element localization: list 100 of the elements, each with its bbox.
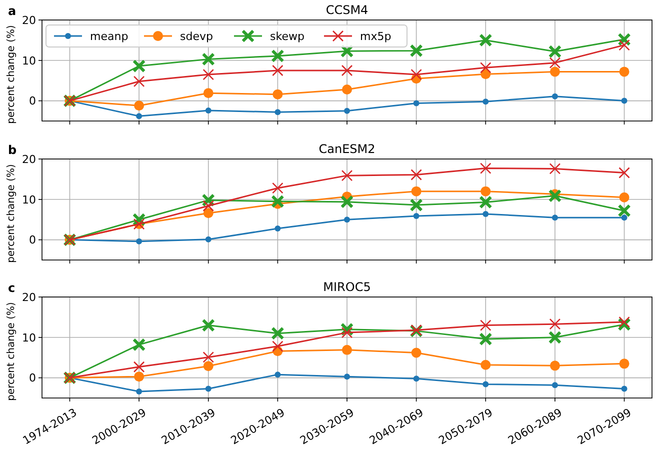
y-tick-label: 10 bbox=[22, 193, 36, 206]
point bbox=[619, 192, 630, 202]
point bbox=[618, 39, 630, 51]
point bbox=[411, 348, 422, 358]
point bbox=[480, 186, 491, 196]
point bbox=[271, 194, 284, 208]
point bbox=[410, 68, 422, 80]
point bbox=[410, 169, 422, 180]
point bbox=[482, 210, 489, 217]
chart-title: CCSM4 bbox=[326, 3, 368, 17]
point bbox=[482, 98, 489, 105]
point bbox=[549, 57, 561, 68]
point bbox=[133, 361, 145, 373]
point bbox=[548, 330, 562, 344]
point bbox=[479, 196, 492, 209]
y-axis-title: percent change (%) bbox=[6, 164, 17, 263]
point bbox=[479, 34, 492, 47]
point bbox=[205, 236, 212, 242]
y-tick-label: 20 bbox=[22, 152, 36, 166]
text: b bbox=[8, 143, 17, 157]
point bbox=[274, 225, 281, 232]
point bbox=[203, 361, 214, 372]
point bbox=[205, 386, 212, 392]
point bbox=[342, 84, 352, 94]
point bbox=[344, 216, 350, 223]
point bbox=[272, 89, 283, 100]
point bbox=[274, 109, 281, 116]
text: a bbox=[8, 4, 16, 18]
point bbox=[410, 198, 423, 212]
point bbox=[202, 52, 215, 66]
point bbox=[411, 186, 422, 196]
point bbox=[548, 189, 562, 202]
legend-label: sdevp bbox=[180, 30, 213, 43]
point bbox=[621, 98, 628, 104]
point bbox=[136, 238, 142, 244]
point bbox=[619, 358, 630, 369]
y-tick-label: 0 bbox=[29, 234, 36, 247]
point bbox=[271, 49, 284, 63]
point bbox=[550, 66, 560, 77]
point bbox=[618, 204, 631, 218]
point bbox=[480, 62, 492, 74]
point bbox=[552, 93, 558, 100]
point bbox=[621, 386, 628, 392]
point bbox=[482, 381, 489, 388]
point bbox=[272, 64, 284, 76]
point bbox=[410, 44, 423, 58]
chart-title: MIROC5 bbox=[323, 280, 371, 294]
point bbox=[342, 344, 352, 355]
point bbox=[413, 212, 420, 219]
point bbox=[344, 374, 350, 380]
point bbox=[549, 163, 561, 174]
point bbox=[136, 113, 142, 120]
point bbox=[202, 200, 214, 212]
point bbox=[548, 44, 562, 58]
text: c bbox=[8, 281, 16, 295]
y-tick-label: 0 bbox=[29, 372, 36, 385]
y-tick-label: 10 bbox=[22, 331, 36, 344]
y-tick-label: 10 bbox=[22, 54, 36, 68]
point bbox=[479, 332, 492, 346]
point bbox=[132, 59, 146, 73]
point bbox=[202, 352, 214, 363]
point bbox=[480, 320, 492, 331]
point bbox=[344, 108, 350, 114]
point bbox=[619, 66, 630, 77]
point bbox=[272, 182, 284, 194]
point bbox=[202, 68, 214, 80]
point bbox=[341, 326, 353, 338]
point bbox=[341, 64, 353, 76]
point bbox=[271, 326, 284, 340]
point bbox=[203, 88, 214, 98]
point bbox=[480, 162, 492, 174]
point bbox=[341, 170, 353, 182]
chart-title: CanESM2 bbox=[318, 142, 376, 156]
y-tick-label: 20 bbox=[22, 290, 36, 304]
y-tick-label: 20 bbox=[22, 14, 36, 27]
point bbox=[413, 376, 420, 382]
point bbox=[552, 214, 558, 221]
point bbox=[621, 214, 628, 221]
point bbox=[550, 360, 560, 371]
y-axis-title: percent change (%) bbox=[6, 302, 17, 401]
point bbox=[203, 208, 214, 218]
point bbox=[480, 360, 491, 370]
point bbox=[133, 76, 145, 88]
point bbox=[618, 316, 630, 328]
y-tick-label: 0 bbox=[29, 94, 36, 108]
y-axis-title: percent change (%) bbox=[6, 25, 17, 124]
legend-label: skewp bbox=[270, 30, 304, 43]
legend-label: mx5p bbox=[360, 30, 392, 43]
point bbox=[552, 382, 558, 388]
point bbox=[132, 338, 146, 352]
point bbox=[340, 195, 354, 208]
point bbox=[618, 167, 630, 178]
point bbox=[272, 340, 284, 352]
legend-label: meanp bbox=[90, 30, 128, 43]
point bbox=[549, 318, 561, 330]
point bbox=[205, 107, 212, 114]
point bbox=[134, 372, 144, 382]
point bbox=[136, 388, 142, 395]
point bbox=[274, 372, 281, 378]
point bbox=[202, 318, 215, 332]
